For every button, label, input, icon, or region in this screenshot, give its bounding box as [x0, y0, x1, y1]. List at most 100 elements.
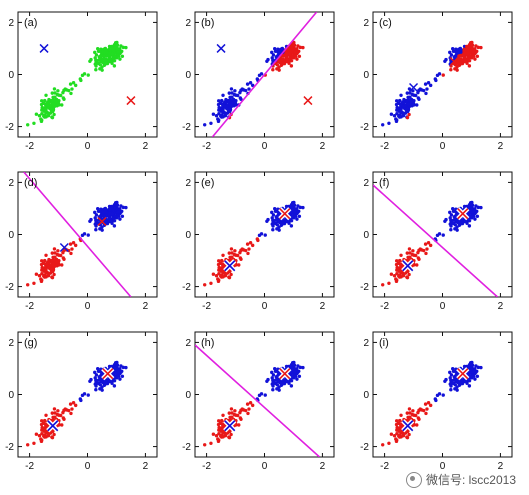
- data-point: [277, 65, 281, 69]
- data-point: [285, 58, 290, 62]
- data-point: [45, 261, 49, 265]
- data-point: [55, 252, 60, 257]
- data-point: [116, 370, 121, 374]
- data-point: [86, 73, 90, 77]
- data-point: [265, 379, 269, 383]
- data-point: [237, 423, 241, 427]
- data-point: [227, 91, 231, 95]
- data-point: [275, 374, 280, 378]
- data-point: [42, 434, 46, 438]
- data-point: [96, 367, 100, 371]
- data-point: [120, 374, 125, 379]
- data-point: [405, 115, 410, 120]
- data-point: [100, 58, 105, 63]
- data-point: [250, 403, 255, 408]
- data-point: [209, 281, 213, 285]
- data-point: [217, 111, 221, 116]
- watermark-text: 微信号: lscc2013: [425, 473, 516, 487]
- data-point: [51, 269, 55, 274]
- data-point: [39, 99, 44, 103]
- data-point: [110, 381, 114, 385]
- data-point: [301, 365, 305, 370]
- data-point: [228, 95, 232, 100]
- data-point: [301, 205, 305, 210]
- data-point: [448, 210, 452, 215]
- data-point: [248, 81, 253, 85]
- data-point: [203, 443, 207, 447]
- data-point: [402, 97, 406, 102]
- x-tick-label: 2: [143, 141, 149, 152]
- data-point: [58, 413, 63, 418]
- data-point: [237, 263, 241, 267]
- data-point: [398, 269, 403, 273]
- data-point: [43, 418, 47, 423]
- data-point: [100, 65, 104, 69]
- data-point: [112, 224, 117, 228]
- data-point: [277, 218, 282, 223]
- data-point: [466, 48, 471, 52]
- data-point: [407, 272, 411, 277]
- data-point: [395, 271, 399, 276]
- data-point: [121, 365, 125, 370]
- data-point: [250, 83, 255, 88]
- data-point: [46, 431, 51, 436]
- centroid-marker: [457, 368, 469, 380]
- data-point: [270, 56, 274, 60]
- data-point: [104, 61, 108, 66]
- data-point: [43, 258, 47, 263]
- x-tick-label: 2: [143, 461, 149, 472]
- data-point: [52, 407, 57, 411]
- data-point: [400, 101, 404, 105]
- y-tick-label: -2: [182, 282, 191, 293]
- data-point: [111, 48, 116, 52]
- centroid-marker: [102, 368, 114, 380]
- data-point: [271, 213, 276, 217]
- data-point: [39, 419, 44, 423]
- data-point: [455, 225, 459, 229]
- data-point: [395, 425, 399, 430]
- y-tick-label: 2: [363, 178, 369, 189]
- data-point: [52, 87, 57, 91]
- data-point: [80, 233, 85, 238]
- data-point: [239, 408, 243, 413]
- data-point: [228, 429, 232, 434]
- data-point: [216, 419, 221, 423]
- data-point: [42, 114, 46, 118]
- panel-g: -2 0 2 -2 0 2 (g): [5, 331, 158, 472]
- data-point: [214, 274, 219, 278]
- data-point: [98, 374, 103, 378]
- data-point: [94, 68, 98, 72]
- data-point: [263, 393, 267, 397]
- data-point: [281, 381, 285, 386]
- data-point: [273, 367, 277, 371]
- data-point: [43, 269, 48, 273]
- data-point: [68, 402, 73, 406]
- data-point: [62, 408, 66, 413]
- data-point: [273, 378, 278, 382]
- data-point: [37, 274, 42, 278]
- data-point: [71, 401, 76, 405]
- data-point: [216, 259, 221, 263]
- data-point: [108, 58, 113, 62]
- data-point: [395, 105, 399, 110]
- data-point: [26, 283, 30, 287]
- x-tick-label: -2: [25, 461, 34, 472]
- data-point: [449, 373, 454, 377]
- data-point: [69, 251, 73, 256]
- data-point: [397, 274, 401, 278]
- data-point: [71, 241, 76, 245]
- data-point: [298, 365, 302, 370]
- data-point: [218, 421, 223, 426]
- data-point: [58, 253, 63, 258]
- data-point: [435, 73, 440, 78]
- data-point: [37, 114, 42, 118]
- data-point: [94, 53, 99, 57]
- data-point: [406, 102, 411, 106]
- data-point: [413, 93, 418, 98]
- data-point: [395, 265, 399, 270]
- data-point: [277, 388, 281, 392]
- y-tick-label: -2: [5, 122, 14, 133]
- x-tick-label: 0: [440, 301, 446, 312]
- data-point: [80, 393, 85, 398]
- data-point: [293, 370, 298, 374]
